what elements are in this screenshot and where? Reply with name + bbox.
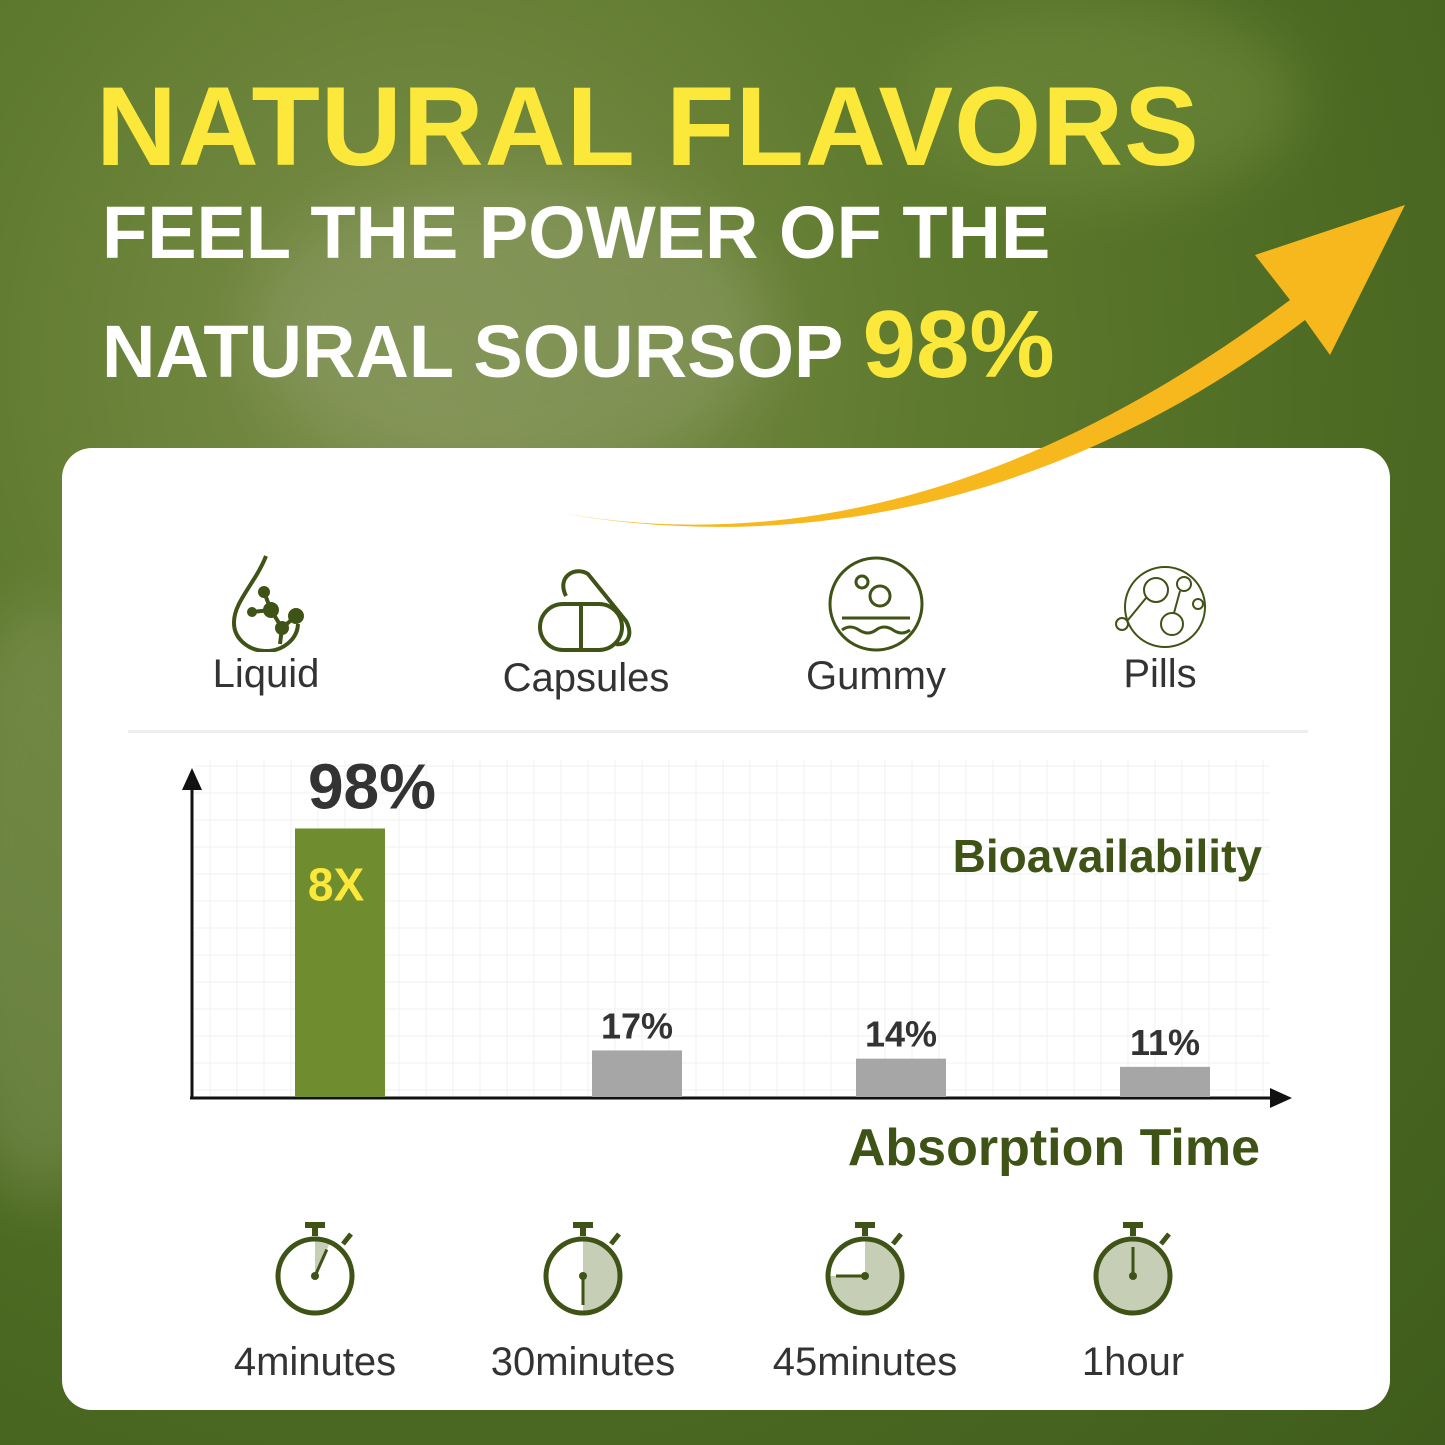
x-axis-arrow <box>1270 1088 1292 1108</box>
background-leaf <box>250 180 770 480</box>
y-axis-label: Bioavailability <box>953 830 1263 882</box>
data-label: 14% <box>865 1014 937 1055</box>
background-leaf <box>900 0 1300 200</box>
form-label: Gummy <box>806 654 946 698</box>
bar-capsules <box>592 1050 682 1097</box>
bar-liquid <box>295 828 385 1097</box>
data-label: 11% <box>1130 1022 1200 1063</box>
data-label: 17% <box>601 1005 673 1046</box>
timer-30minutes: 30minutes <box>463 1220 703 1385</box>
chart-card <box>62 448 1390 1410</box>
stopwatch-icon <box>1093 1222 1173 1316</box>
timer-4minutes: 4minutes <box>195 1220 435 1385</box>
form-label: Liquid <box>212 652 320 696</box>
main-title: NATURAL FLAVORS <box>96 64 1200 189</box>
form-pills: Pills <box>1060 562 1260 697</box>
stopwatch-icon <box>543 1222 623 1316</box>
form-liquid: Liquid <box>166 552 366 697</box>
time-label: 30minutes <box>490 1340 676 1384</box>
y-axis-arrow <box>182 768 202 790</box>
subtitle-line-2: NATURAL SOURSOP 98% <box>102 290 1055 400</box>
subtitle-line-1: FEEL THE POWER OF THE <box>102 191 1051 274</box>
x-axis-label: Absorption Time <box>848 1119 1260 1177</box>
stopwatch-icon <box>825 1222 905 1316</box>
time-label: 1hour <box>1081 1340 1185 1384</box>
subtitle-text: NATURAL SOURSOP <box>102 310 843 393</box>
droplet-molecule-icon <box>231 555 304 652</box>
data-label: 98% <box>308 750 436 822</box>
time-label: 45minutes <box>772 1340 958 1384</box>
pills-molecule-icon <box>1115 566 1206 648</box>
bar-gummy <box>856 1058 946 1097</box>
form-label: Capsules <box>502 656 670 700</box>
divider <box>128 730 1308 733</box>
bar-pills <box>1120 1066 1210 1097</box>
gummy-circle-icon <box>828 556 924 652</box>
form-capsules: Capsules <box>486 566 686 701</box>
timer-45minutes: 45minutes <box>745 1220 985 1385</box>
subtitle-percent: 98% <box>862 291 1055 398</box>
timer-1hour: 1hour <box>1013 1220 1253 1385</box>
form-label: Pills <box>1123 652 1197 696</box>
capsule-icon <box>538 569 632 652</box>
form-gummy: Gummy <box>776 554 976 699</box>
stopwatch-icon <box>275 1222 355 1316</box>
highlight-label: 8X <box>308 858 365 910</box>
time-label: 4minutes <box>233 1340 397 1384</box>
